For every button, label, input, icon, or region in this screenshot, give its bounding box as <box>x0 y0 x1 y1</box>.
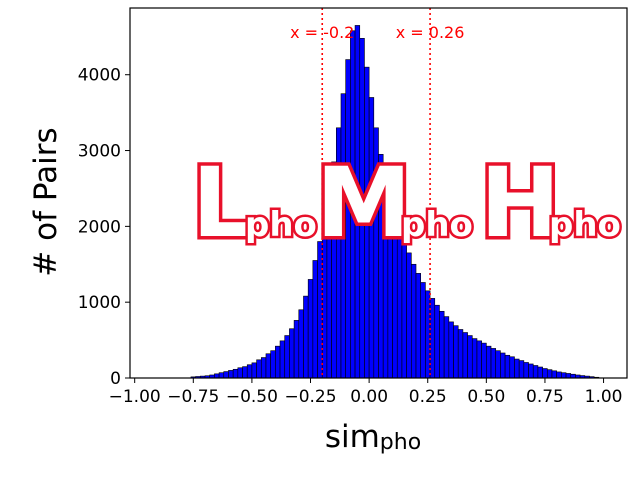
histogram-bar-60 <box>471 338 478 379</box>
histogram-bar-55 <box>448 321 454 379</box>
x-tick-label-0: −1.00 <box>109 387 161 407</box>
histogram-bar-80 <box>565 373 572 379</box>
histogram-bar-10 <box>237 367 243 379</box>
histogram-bar-68 <box>509 356 515 379</box>
x-tick-label-4: 0.00 <box>350 387 388 407</box>
histogram-bar-45 <box>401 239 407 379</box>
region-label-high: H pho <box>477 144 624 263</box>
histogram-bar-61 <box>476 340 482 379</box>
y-tick-label-0: 0 <box>110 369 121 389</box>
plot-frame <box>129 7 628 379</box>
histogram-bar-72 <box>528 363 534 379</box>
histogram-bar-58 <box>462 332 468 379</box>
histogram-bar-59 <box>467 335 473 379</box>
histogram-bar-22 <box>293 320 300 379</box>
y-tick-label-1: 1000 <box>78 293 121 313</box>
histogram-bar-64 <box>490 348 497 379</box>
histogram-bar-62 <box>481 342 487 379</box>
histogram-bar-77 <box>551 370 557 379</box>
region-subscript-mid: pho <box>401 205 473 245</box>
x-axis-label: simpho <box>325 419 421 455</box>
histogram-bar-18 <box>275 345 281 379</box>
x-tick-label-6: 0.50 <box>467 387 505 407</box>
region-subscript-low: pho <box>245 205 317 245</box>
histogram-bar-16 <box>265 353 271 379</box>
histogram-bar-69 <box>514 358 520 379</box>
threshold-lines: x = -0.2 x = 0.26 <box>290 8 464 378</box>
histogram-bar-49 <box>420 282 426 379</box>
region-label-mid: M pho <box>313 144 476 263</box>
histogram-bar-57 <box>457 329 464 379</box>
histogram-bar-19 <box>279 340 286 379</box>
x-axis-label-subscript: pho <box>380 430 421 455</box>
histogram-bar-9 <box>232 368 239 379</box>
histogram-bar-46 <box>406 252 412 379</box>
histogram-bars <box>190 25 600 379</box>
histogram-bar-7 <box>223 371 229 379</box>
histogram-bar-56 <box>453 325 459 379</box>
histogram-bar-76 <box>546 369 553 379</box>
y-tick-label-2: 2000 <box>78 217 121 237</box>
histogram-bar-15 <box>260 357 267 379</box>
y-axis-label: # of Pairs <box>28 127 64 276</box>
region-label-low: L pho <box>189 144 320 263</box>
x-tick-label-3: −0.25 <box>284 387 336 407</box>
x-axis-label-main: sim <box>325 419 380 455</box>
region-letter-low: L <box>192 147 253 259</box>
x-tick-label-7: 0.75 <box>526 387 564 407</box>
x-axis-ticks: −1.00 −0.75 −0.50 −0.25 0.00 0.25 0.50 0.75 1.00 <box>109 378 623 407</box>
histogram-bar-23 <box>298 309 304 379</box>
region-labels: L pho M pho H pho <box>189 144 624 263</box>
histogram-bar-78 <box>556 371 562 379</box>
y-tick-label-4: 4000 <box>78 66 121 86</box>
histogram-bar-74 <box>537 366 543 379</box>
histogram-bar-24 <box>303 295 309 379</box>
histogram-bar-8 <box>228 370 234 379</box>
histogram-bar-6 <box>218 372 225 379</box>
histogram-bar-52 <box>434 304 440 379</box>
histogram-bar-65 <box>495 350 501 379</box>
y-axis-ticks: 0 1000 2000 3000 4000 <box>78 66 130 389</box>
region-letter-mid: M <box>316 147 412 259</box>
histogram-bar-70 <box>518 360 525 379</box>
histogram-bar-13 <box>251 362 257 379</box>
histogram-bar-17 <box>270 350 276 379</box>
threshold-label-0: x = -0.2 <box>290 23 354 42</box>
region-letter-high: H <box>480 147 560 259</box>
region-subscript-high: pho <box>549 205 621 245</box>
histogram-bar-48 <box>415 273 422 379</box>
y-tick-label-3: 3000 <box>78 142 121 162</box>
x-tick-label-2: −0.50 <box>226 387 278 407</box>
histogram-bar-26 <box>312 260 318 379</box>
histogram-bar-71 <box>523 362 529 379</box>
histogram-bar-66 <box>500 352 506 379</box>
histogram-bar-12 <box>246 364 253 379</box>
histogram-bar-75 <box>542 368 548 379</box>
histogram-bar-67 <box>504 354 511 379</box>
histogram-bar-73 <box>532 365 539 379</box>
histogram-bar-63 <box>486 345 492 379</box>
histogram-bar-47 <box>411 263 417 379</box>
x-tick-label-1: −0.75 <box>167 387 219 407</box>
histogram-bar-21 <box>289 328 295 379</box>
histogram-bar-79 <box>561 372 567 379</box>
histogram-bar-5 <box>214 373 220 379</box>
histogram-bar-14 <box>256 359 262 379</box>
x-tick-label-8: 1.00 <box>585 387 623 407</box>
histogram-bar-20 <box>284 335 290 379</box>
histogram-bar-25 <box>307 279 314 379</box>
histogram-bar-11 <box>242 366 248 379</box>
threshold-label-1: x = 0.26 <box>396 23 465 42</box>
x-tick-label-5: 0.25 <box>409 387 447 407</box>
histogram-bar-54 <box>443 316 450 379</box>
histogram-bar-53 <box>439 310 445 379</box>
